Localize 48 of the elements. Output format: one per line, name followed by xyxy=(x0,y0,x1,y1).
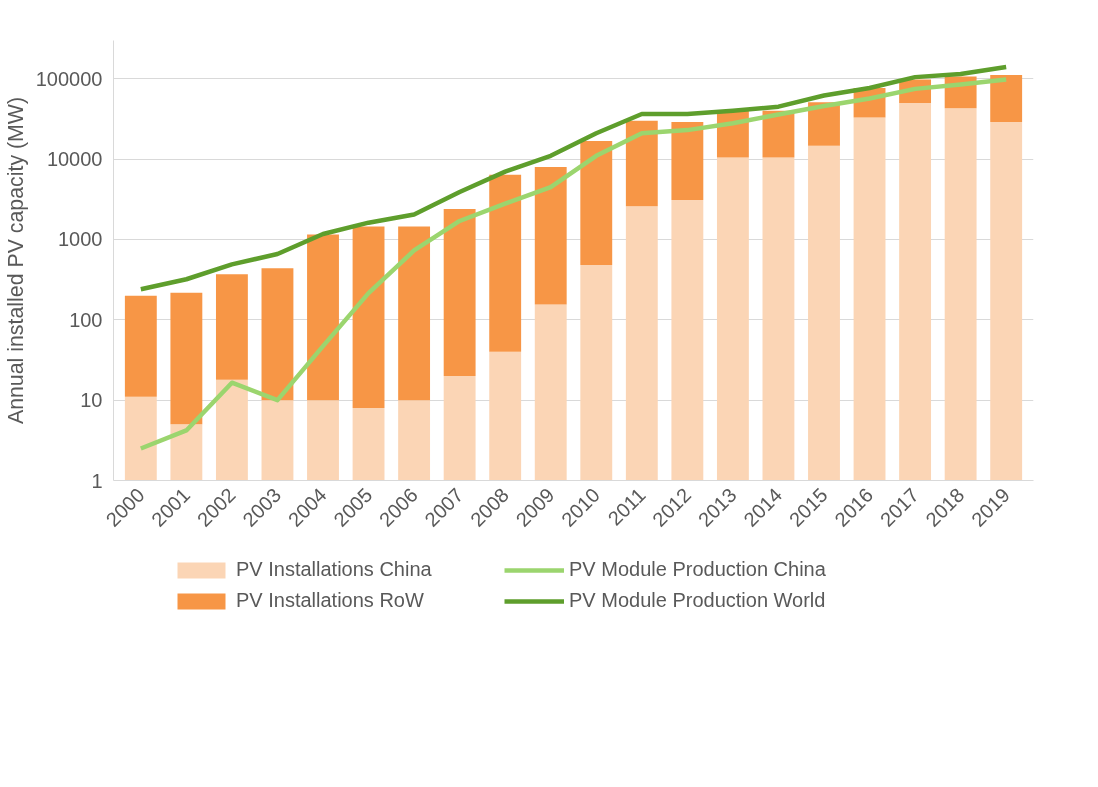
bar xyxy=(853,117,886,481)
bar xyxy=(489,174,522,352)
bar xyxy=(944,108,977,481)
bar xyxy=(215,274,248,380)
bar xyxy=(899,103,932,481)
bar xyxy=(625,120,658,207)
y-axis-title: Annual installed PV capacity (MW) xyxy=(3,96,28,425)
line-series xyxy=(138,77,1009,451)
bar xyxy=(398,226,431,401)
bar xyxy=(716,157,749,481)
bar xyxy=(352,226,385,408)
bar xyxy=(443,208,476,376)
bar xyxy=(261,268,294,401)
bar xyxy=(352,407,385,481)
bar xyxy=(671,200,704,481)
bar xyxy=(580,265,613,481)
bar xyxy=(671,122,704,201)
bar xyxy=(580,141,613,266)
y-tick-label: 10 xyxy=(80,389,103,412)
y-tick-label: 100000 xyxy=(35,67,103,90)
bar xyxy=(625,206,658,481)
bar xyxy=(124,396,157,481)
bar xyxy=(808,102,840,146)
legend-label: PV Module Production China xyxy=(569,558,827,581)
bar xyxy=(762,157,795,481)
legend-label: PV Installations China xyxy=(236,558,433,581)
line-series xyxy=(138,64,1009,292)
y-tick-label: 100 xyxy=(69,308,103,331)
bar xyxy=(170,424,203,481)
bar xyxy=(808,145,840,481)
bar xyxy=(990,122,1023,481)
bar xyxy=(307,400,339,481)
bar xyxy=(990,74,1023,123)
bar xyxy=(443,375,476,481)
bar xyxy=(215,379,248,481)
bar xyxy=(534,166,567,305)
bar xyxy=(307,234,339,401)
y-tick-label: 1000 xyxy=(58,228,103,251)
bar xyxy=(261,400,294,481)
legend-label: PV Module Production World xyxy=(569,589,827,612)
bar xyxy=(398,400,431,481)
y-tick-label: 1 xyxy=(91,469,103,492)
bar xyxy=(170,292,203,425)
bar xyxy=(489,351,522,481)
bar xyxy=(534,304,567,481)
legend-label: PV Installations RoW xyxy=(236,589,425,612)
bar xyxy=(124,295,157,397)
y-tick-label: 10000 xyxy=(46,148,103,171)
